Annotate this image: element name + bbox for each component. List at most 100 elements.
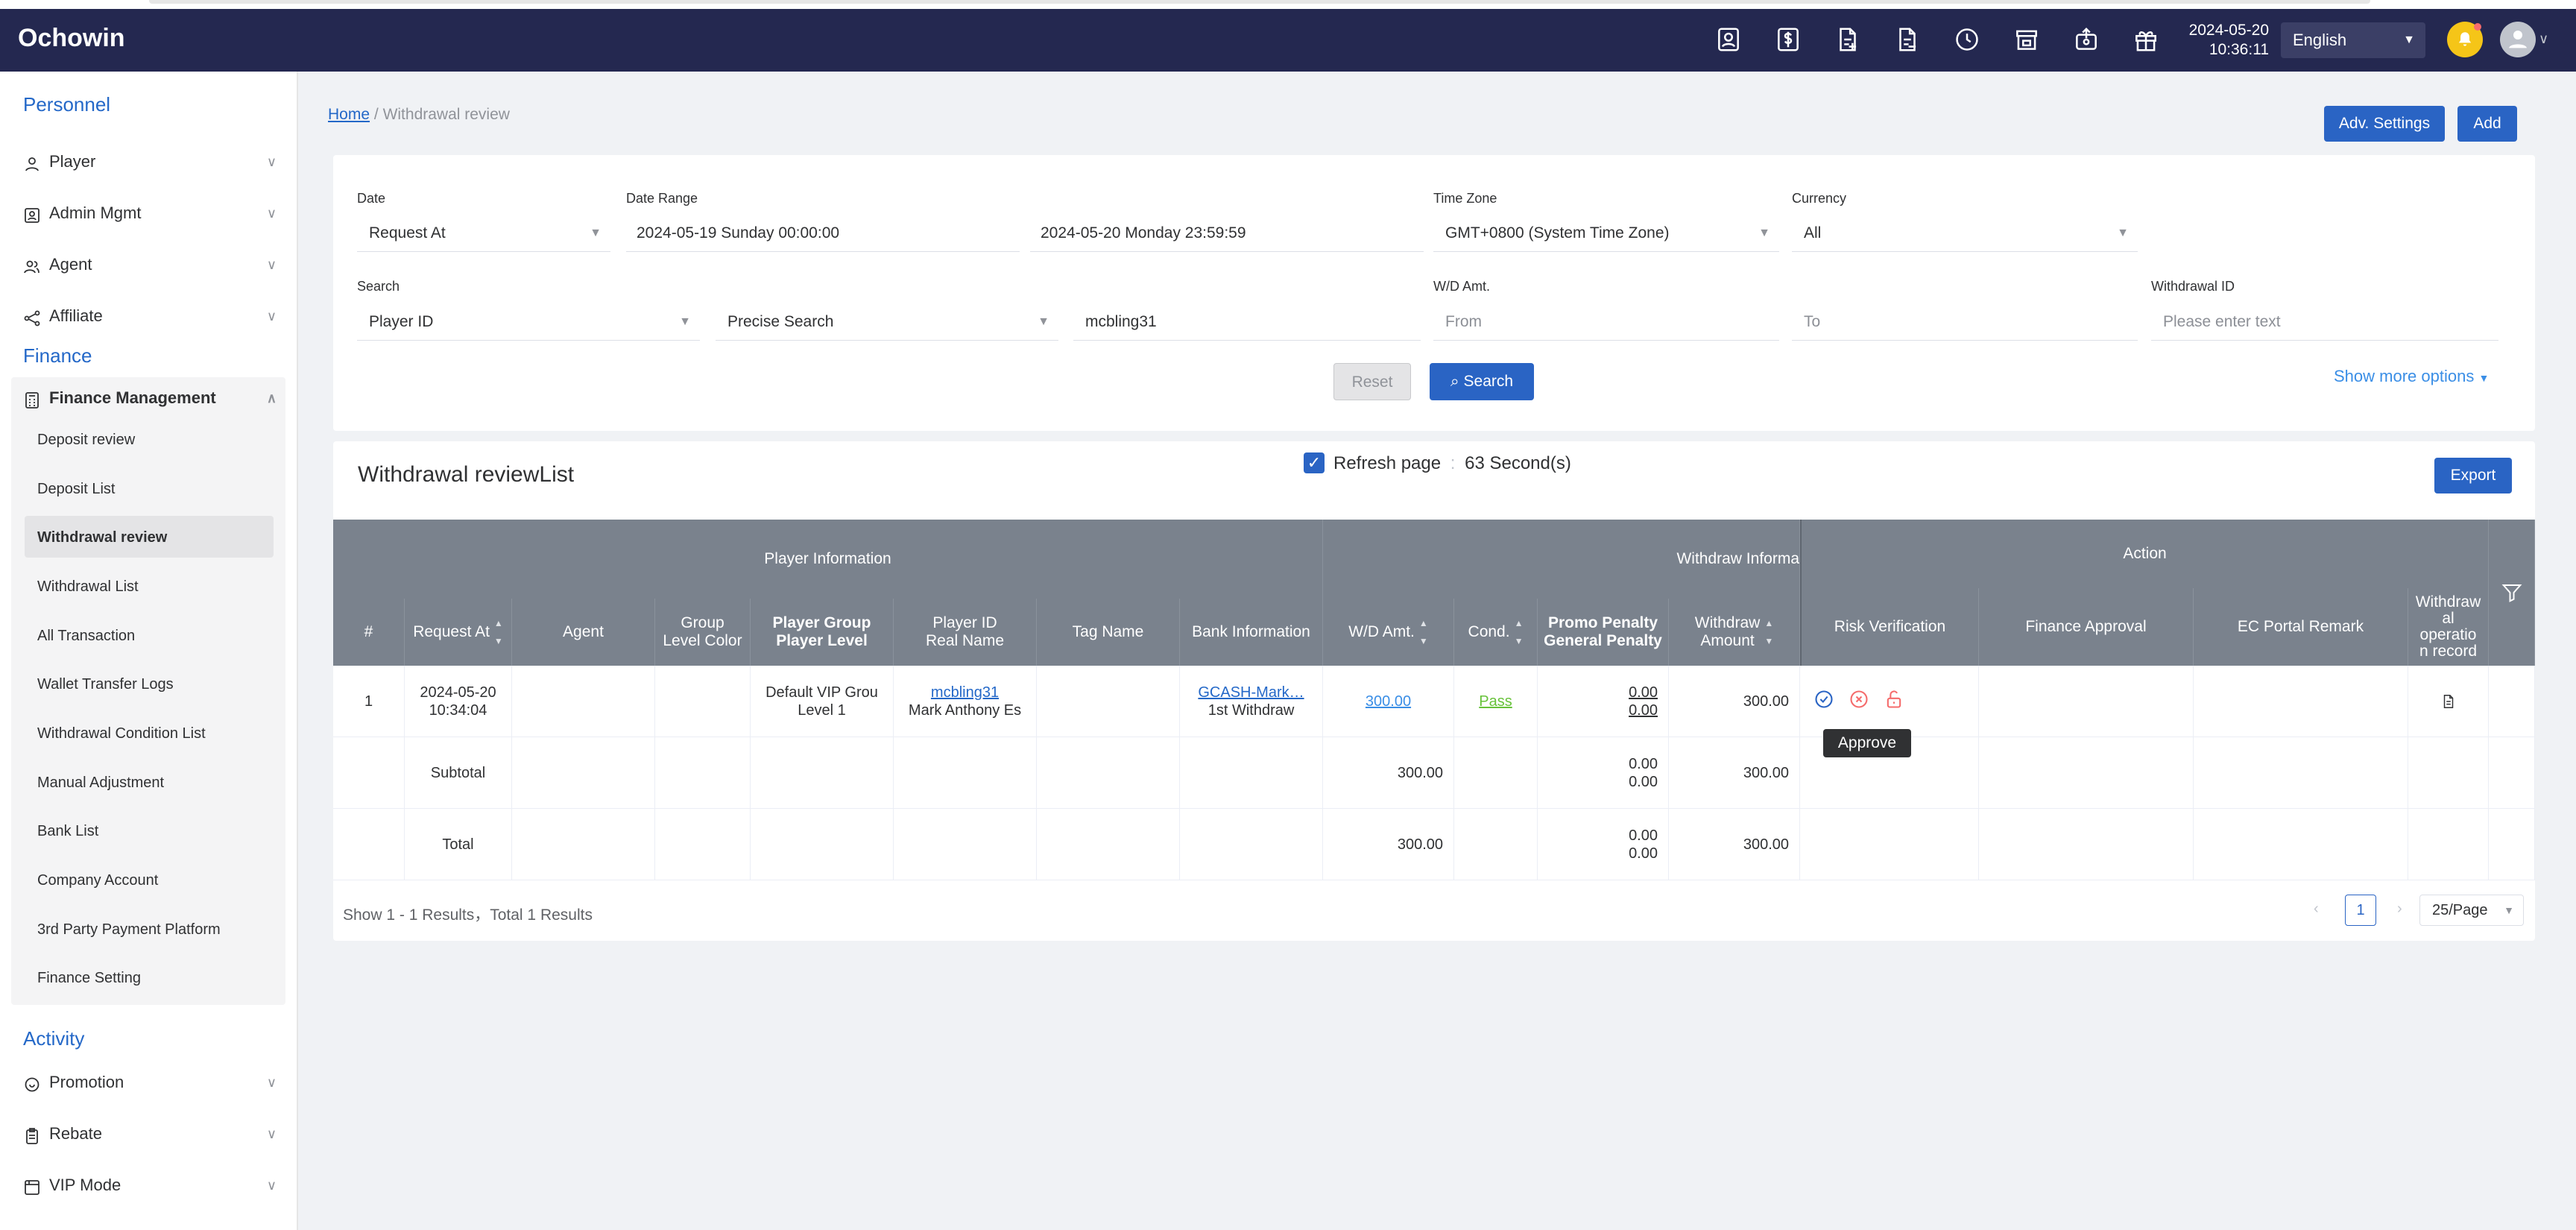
col-agent: Agent: [512, 599, 655, 666]
breadcrumb-home-link[interactable]: Home: [328, 106, 370, 123]
col-withdraw-amount[interactable]: Withdraw Amount ▲ ▼: [1669, 599, 1800, 666]
timezone-select[interactable]: GMT+0800 (System Time Zone) ▼: [1433, 215, 1779, 252]
wd-amount-from-input[interactable]: From: [1433, 303, 1779, 341]
total-cell-empty: [1454, 809, 1538, 880]
search-input[interactable]: mcbling31: [1073, 303, 1421, 341]
adv-settings-button[interactable]: Adv. Settings: [2324, 106, 2445, 142]
currency-select[interactable]: All ▼: [1792, 215, 2138, 252]
total-cell-empty: [1979, 809, 2194, 880]
next-page-icon[interactable]: ›: [2397, 901, 2402, 917]
admin-card-icon: [23, 204, 41, 223]
sort-icon[interactable]: ▲ ▼: [1514, 618, 1524, 646]
subtotal-cell-empty: [751, 737, 894, 809]
caret-down-icon: ▼: [1758, 227, 1770, 239]
clock-icon[interactable]: [1953, 25, 1981, 54]
sidebar-item-rebate[interactable]: Rebate ∨: [23, 1119, 277, 1149]
calculator-icon: [23, 389, 41, 409]
refresh-checkbox[interactable]: ✓: [1304, 452, 1325, 473]
page-number-button[interactable]: 1: [2345, 895, 2376, 926]
sort-icon[interactable]: ▲ ▼: [1418, 618, 1428, 646]
caret-down-icon: ▼: [590, 227, 602, 239]
sidebar-item-finance-management[interactable]: Finance Management ∧: [23, 383, 277, 413]
language-select[interactable]: English ▼: [2281, 22, 2425, 58]
sidebar-item-deposit-review[interactable]: Deposit review: [37, 432, 136, 448]
subtotal-penalty: 0.00 0.00: [1538, 737, 1669, 809]
player-id-link[interactable]: mcbling31: [930, 684, 1000, 701]
page-size-select[interactable]: 25/Page ▼: [2419, 895, 2524, 926]
col-request-at[interactable]: Request At ▲ ▼: [405, 599, 512, 666]
chevron-down-icon: ∨: [266, 309, 277, 324]
users-icon: [23, 256, 41, 274]
sidebar-item-player[interactable]: Player ∨: [23, 147, 277, 177]
sidebar-item-finance-setting[interactable]: Finance Setting: [37, 970, 141, 986]
avatar-chevron-icon[interactable]: ∨: [2539, 31, 2549, 46]
breadcrumb: Home / Withdrawal review: [328, 106, 510, 123]
document-icon[interactable]: [2440, 693, 2457, 710]
sort-icon[interactable]: ▲ ▼: [493, 618, 503, 646]
caret-down-icon: ▼: [2478, 372, 2490, 384]
date-range-start[interactable]: 2024-05-19 Sunday 00:00:00: [626, 215, 1020, 252]
dollar-icon[interactable]: [1774, 25, 1802, 54]
sidebar-item-3rd-party-payment[interactable]: 3rd Party Payment Platform: [37, 921, 221, 938]
search-mode-select[interactable]: Precise Search ▼: [716, 303, 1058, 341]
sidebar-item-company-account[interactable]: Company Account: [37, 872, 159, 889]
reject-x-icon[interactable]: [1849, 689, 1869, 710]
sidebar-item-affiliate[interactable]: Affiliate ∨: [23, 301, 277, 331]
withdrawal-id-input[interactable]: Please enter text: [2151, 303, 2498, 341]
col-wd-amount[interactable]: W/D Amt. ▲ ▼: [1323, 599, 1454, 666]
sidebar-item-agent[interactable]: Agent ∨: [23, 250, 277, 280]
subtotal-cell-empty: [894, 737, 1037, 809]
show-more-options-link[interactable]: Show more options ▼: [2334, 367, 2490, 385]
cell-player-id: mcbling31 Mark Anthony Es: [894, 666, 1037, 737]
avatar[interactable]: [2500, 22, 2536, 57]
sidebar-item-admin-mgmt[interactable]: Admin Mgmt ∨: [23, 198, 277, 228]
approve-check-icon[interactable]: [1813, 689, 1834, 710]
sidebar-item-promotion[interactable]: Promotion ∨: [23, 1067, 277, 1097]
condition-pass-link[interactable]: Pass: [1479, 693, 1512, 710]
search-button[interactable]: ⌕ Search: [1430, 363, 1534, 400]
date-type-select[interactable]: Request At ▼: [357, 215, 610, 252]
wd-amount-link[interactable]: 300.00: [1365, 693, 1412, 710]
notification-bell-icon[interactable]: [2447, 22, 2483, 57]
sidebar-item-deposit-list[interactable]: Deposit List: [37, 481, 116, 497]
caret-down-icon: ▼: [679, 315, 691, 328]
col-number: #: [333, 599, 405, 666]
chevron-up-icon: ∧: [266, 391, 277, 406]
share-icon: [23, 307, 41, 327]
store-icon[interactable]: [2012, 25, 2041, 54]
wd-amount-to-input[interactable]: To: [1792, 303, 2138, 341]
sidebar-item-wallet-transfer-logs[interactable]: Wallet Transfer Logs: [37, 676, 174, 693]
sort-icon[interactable]: ▲ ▼: [1764, 618, 1774, 646]
sidebar-item-manual-adjustment[interactable]: Manual Adjustment: [37, 775, 165, 791]
total-cell-empty: [1037, 809, 1180, 880]
search-icon: ⌕: [1450, 373, 1459, 390]
reset-button[interactable]: Reset: [1333, 363, 1411, 400]
finance-management-group: [11, 377, 285, 1005]
gift-icon[interactable]: [2132, 25, 2160, 54]
player-card-icon[interactable]: [1714, 25, 1743, 54]
bank-info-link[interactable]: GCASH-Mark…: [1198, 684, 1304, 701]
add-button[interactable]: Add: [2457, 106, 2517, 142]
sidebar-item-bank-list[interactable]: Bank List: [37, 823, 99, 839]
date-range-end[interactable]: 2024-05-20 Monday 23:59:59: [1030, 215, 1424, 252]
sidebar-item-all-transaction[interactable]: All Transaction: [37, 628, 136, 644]
withdraw-doc-icon[interactable]: [1893, 25, 1922, 54]
sidebar-item-withdrawal-condition-list[interactable]: Withdrawal Condition List: [37, 725, 206, 742]
header-datetime: 2024-05-20 10:36:11: [2188, 22, 2269, 58]
sidebar-item-withdrawal-review[interactable]: Withdrawal review: [37, 529, 168, 546]
deposit-doc-icon[interactable]: [1834, 25, 1862, 54]
cell-condition: Pass: [1454, 666, 1538, 737]
currency-label: Currency: [1792, 191, 1847, 206]
filter-column-icon[interactable]: [2489, 520, 2535, 666]
export-button[interactable]: Export: [2434, 458, 2512, 493]
search-field-select[interactable]: Player ID ▼: [357, 303, 700, 341]
sidebar-item-withdrawal-list[interactable]: Withdrawal List: [37, 578, 139, 595]
refresh-status: Refresh page : 63 Second(s): [1333, 453, 1571, 473]
sidebar-item-vip-mode[interactable]: VIP Mode ∨: [23, 1170, 277, 1200]
chevron-down-icon: ∨: [266, 154, 277, 169]
unlock-icon[interactable]: [1884, 689, 1904, 710]
prev-page-icon[interactable]: ‹: [2314, 901, 2319, 917]
cash-register-icon[interactable]: [2072, 25, 2100, 54]
cell-withdraw-amount: 300.00: [1669, 666, 1800, 737]
col-condition[interactable]: Cond. ▲ ▼: [1454, 599, 1538, 666]
